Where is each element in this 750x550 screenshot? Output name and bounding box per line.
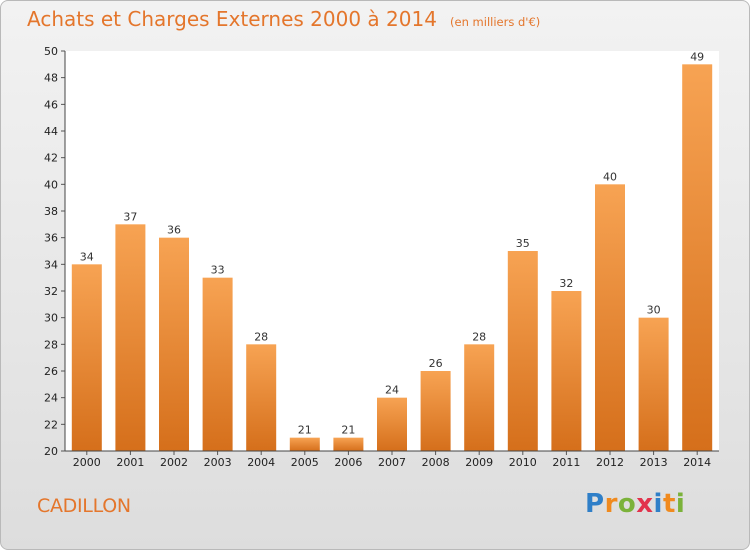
- y-tick-label: 44: [44, 125, 58, 138]
- title-row: Achats et Charges Externes 2000 à 2014 (…: [27, 7, 540, 31]
- bar-value-label: 37: [123, 210, 137, 223]
- bar: [333, 437, 364, 451]
- y-tick-label: 40: [44, 178, 58, 191]
- logo-letter: P: [585, 489, 605, 519]
- x-tick-label: 2013: [640, 456, 668, 469]
- bar-value-label: 49: [690, 50, 704, 63]
- bar: [115, 224, 146, 451]
- x-tick-label: 2008: [422, 456, 450, 469]
- y-tick-label: 26: [44, 365, 58, 378]
- y-tick-label: 42: [44, 152, 58, 165]
- x-tick-label: 2001: [116, 456, 144, 469]
- y-tick-label: 48: [44, 72, 58, 85]
- bar-value-label: 40: [603, 170, 617, 183]
- bar: [420, 371, 451, 451]
- bar-value-label: 21: [341, 424, 355, 437]
- x-tick-label: 2009: [465, 456, 493, 469]
- chart-subtitle: (en milliers d'€): [450, 15, 541, 29]
- x-tick-label: 2002: [160, 456, 188, 469]
- logo-letter: o: [617, 489, 637, 519]
- x-tick-label: 2014: [683, 456, 711, 469]
- y-tick-label: 36: [44, 232, 58, 245]
- x-tick-label: 2003: [204, 456, 232, 469]
- bar: [202, 277, 233, 451]
- bar: [551, 291, 582, 451]
- x-tick-label: 2010: [509, 456, 537, 469]
- bar-value-label: 21: [298, 424, 312, 437]
- bar: [159, 237, 189, 451]
- proxiti-logo[interactable]: Proxiti: [585, 489, 685, 519]
- logo-letter: x: [636, 489, 654, 519]
- y-tick-label: 24: [44, 392, 58, 405]
- bar-value-label: 26: [429, 357, 443, 370]
- x-tick-label: 2006: [334, 456, 362, 469]
- logo-letter: r: [604, 489, 618, 519]
- bar-value-label: 35: [516, 237, 530, 250]
- bar-value-label: 33: [211, 264, 225, 277]
- bar: [464, 344, 495, 451]
- x-tick-label: 2012: [596, 456, 624, 469]
- x-tick-label: 2005: [291, 456, 319, 469]
- y-tick-label: 32: [44, 285, 58, 298]
- chart-title: Achats et Charges Externes 2000 à 2014: [27, 7, 437, 31]
- bar: [682, 64, 713, 452]
- bar: [289, 437, 320, 451]
- y-tick-label: 46: [44, 98, 58, 111]
- y-tick-label: 34: [44, 258, 58, 271]
- bar-value-label: 36: [167, 224, 181, 237]
- y-tick-label: 28: [44, 338, 58, 351]
- x-tick-label: 2000: [73, 456, 101, 469]
- y-tick-label: 50: [44, 45, 58, 58]
- bar-value-label: 24: [385, 384, 399, 397]
- bar: [246, 344, 277, 451]
- x-tick-label: 2007: [378, 456, 406, 469]
- logo-letter: t: [662, 489, 676, 519]
- x-tick-label: 2011: [552, 456, 580, 469]
- bar: [507, 251, 538, 451]
- y-tick-label: 38: [44, 205, 58, 218]
- bar: [377, 397, 407, 451]
- bar-value-label: 34: [80, 250, 94, 263]
- x-tick-label: 2004: [247, 456, 275, 469]
- y-tick-label: 22: [44, 418, 58, 431]
- y-tick-label: 30: [44, 312, 58, 325]
- y-tick-label: 20: [44, 445, 58, 458]
- bar-value-label: 28: [472, 330, 486, 343]
- bar: [71, 264, 102, 451]
- bar: [638, 317, 669, 451]
- bar: [595, 184, 625, 452]
- logo-letter: i: [653, 489, 663, 519]
- town-name: CADILLON: [37, 495, 131, 517]
- bar-value-label: 28: [254, 330, 268, 343]
- bar-value-label: 30: [647, 304, 661, 317]
- bar-value-label: 32: [559, 277, 573, 290]
- logo-letter: i: [675, 489, 686, 519]
